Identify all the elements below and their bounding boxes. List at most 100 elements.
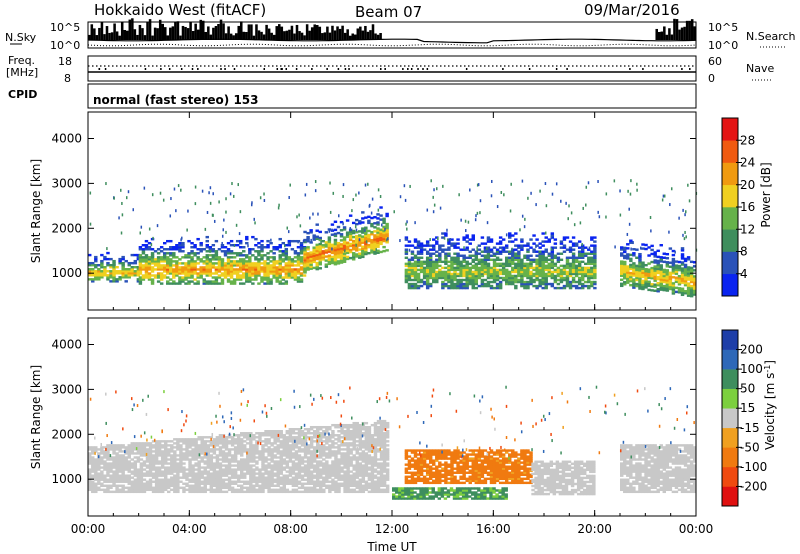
- power-cell: [299, 266, 304, 269]
- power-cell: [571, 276, 576, 280]
- velocity-cell: [221, 484, 226, 487]
- velocity-cell: [157, 460, 162, 463]
- nsky-bar: [146, 22, 149, 40]
- nsky-bar: [133, 29, 137, 40]
- power-cell: [278, 282, 282, 285]
- power-cell: [238, 260, 243, 263]
- power-cell: [373, 242, 377, 245]
- power-cell: [662, 286, 666, 290]
- velocity-cell: [221, 464, 226, 467]
- power-cell: [671, 261, 676, 265]
- velocity-cell: [164, 452, 168, 455]
- power-cell: [169, 264, 173, 267]
- nsky-bar: [316, 25, 319, 40]
- power-cell: [336, 262, 341, 265]
- power-scatter-cell: [121, 201, 123, 205]
- velocity-cell: [154, 462, 159, 465]
- velocity-cell: [136, 446, 141, 449]
- power-cell: [444, 256, 448, 259]
- velocity-cell: [109, 466, 113, 469]
- velocity-cell: [240, 458, 244, 461]
- power-cell: [404, 248, 409, 251]
- power-cell: [413, 278, 418, 282]
- power-cell: [665, 252, 670, 256]
- velocity-cell: [100, 472, 104, 475]
- velocity-cell: [240, 486, 244, 490]
- power-cell: [147, 248, 152, 251]
- velocity-cell: [188, 488, 192, 492]
- velocity-cell: [309, 480, 314, 483]
- power-cell: [376, 221, 380, 224]
- nave-mark: [311, 68, 313, 70]
- velocity-cell: [227, 486, 232, 490]
- velocity-cell: [236, 442, 241, 445]
- velocity-cell: [264, 466, 268, 469]
- power-scatter-cell: [238, 232, 241, 236]
- power-cell: [211, 244, 216, 247]
- velocity-cell: [136, 460, 141, 463]
- power-scatter-cell: [430, 179, 432, 183]
- velocity-cell: [106, 462, 110, 465]
- power-cell: [438, 244, 442, 247]
- power-cell: [373, 250, 377, 253]
- velocity-cell: [246, 486, 250, 490]
- power-cell: [193, 270, 197, 273]
- velocity-cell: [319, 480, 323, 483]
- velocity-cell: [170, 454, 174, 457]
- power-cell: [495, 284, 500, 288]
- power-cell: [373, 236, 377, 239]
- velocity-cell: [273, 432, 277, 435]
- velocity-cell: [243, 482, 247, 485]
- power-cell: [364, 250, 368, 254]
- power-cell: [565, 262, 570, 266]
- velocity-cell: [176, 464, 180, 467]
- power-cell: [593, 246, 597, 249]
- power-scatter-cell: [175, 209, 177, 213]
- velocity-cell: [188, 474, 192, 477]
- velocity-cell: [154, 460, 159, 463]
- power-cell: [339, 233, 344, 236]
- velocity-cell: [176, 454, 180, 457]
- power-cell: [665, 269, 670, 272]
- velocity-cell: [100, 474, 104, 477]
- power-cell: [425, 274, 430, 278]
- power-cell: [351, 252, 356, 255]
- power-cell: [541, 270, 545, 274]
- velocity-cell: [215, 488, 220, 492]
- power-cell: [181, 244, 185, 247]
- velocity-cell: [164, 468, 168, 471]
- velocity-cell: [191, 476, 195, 479]
- power-cell: [214, 250, 219, 253]
- power-cell: [620, 266, 624, 269]
- velocity-cell: [240, 440, 244, 443]
- velocity-cell: [322, 476, 326, 479]
- power-scatter-cell: [545, 204, 548, 208]
- velocity-cell: [255, 480, 259, 483]
- power-cell: [422, 244, 427, 247]
- velocity-cell: [133, 466, 138, 469]
- power-cell: [626, 265, 630, 268]
- power-cell: [529, 262, 533, 266]
- velocity-cell: [312, 440, 317, 443]
- velocity-cell: [291, 468, 296, 471]
- power-cell: [138, 262, 143, 265]
- nsky-bar: [176, 21, 180, 40]
- power-cell: [556, 282, 561, 286]
- power-scatter-cell: [535, 245, 537, 249]
- power-cell: [468, 266, 472, 270]
- power-cell: [187, 268, 191, 271]
- velocity-cell: [303, 460, 308, 463]
- power-cell: [147, 260, 152, 263]
- power-cell: [438, 260, 442, 264]
- velocity-cell: [303, 438, 308, 441]
- velocity-cell: [94, 472, 98, 475]
- power-cell: [577, 240, 582, 243]
- power-cell: [91, 270, 95, 273]
- power-cell: [428, 268, 433, 272]
- velocity-cell: [197, 456, 201, 459]
- power-cell: [559, 270, 564, 274]
- power-cell: [281, 278, 285, 281]
- power-cell: [287, 274, 292, 277]
- velocity-cell: [157, 462, 162, 465]
- power-cell: [571, 242, 576, 245]
